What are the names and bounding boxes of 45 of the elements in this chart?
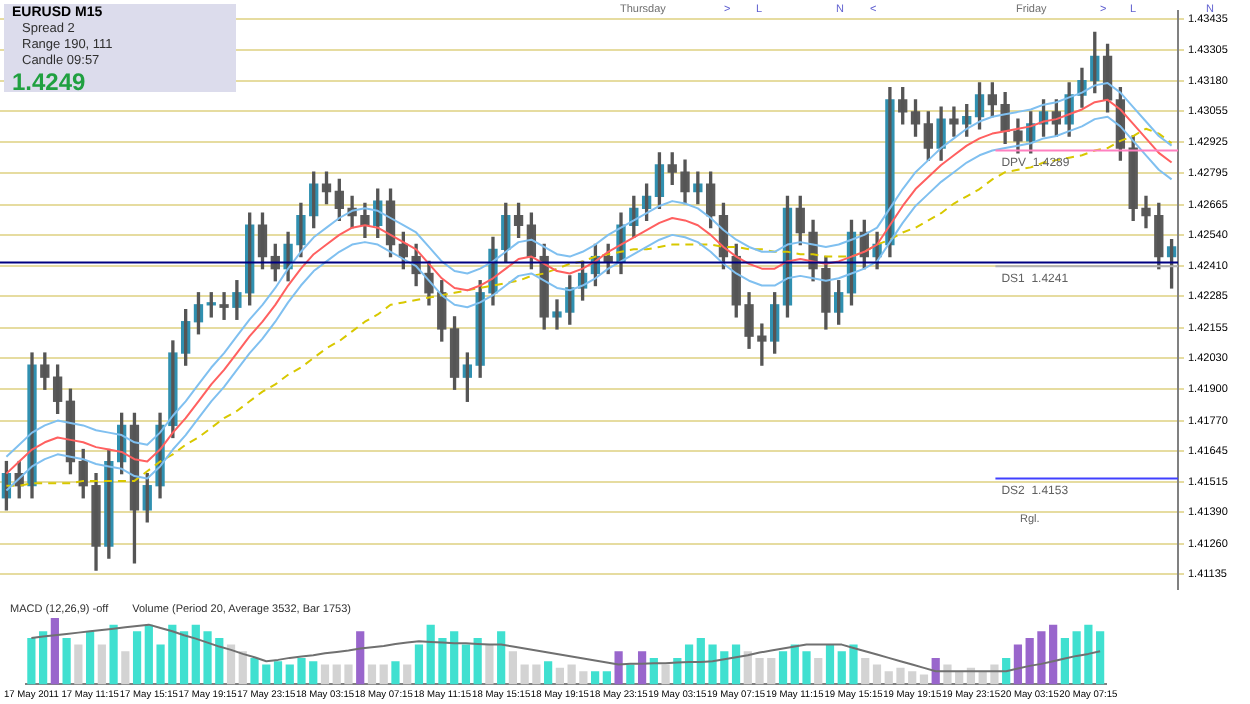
bar [179,631,189,685]
bar [414,644,424,685]
bar [85,631,95,685]
bar [814,657,823,685]
annotation: 1.4249 [12,68,88,96]
bar [391,661,400,685]
bar [508,651,518,685]
bar [544,661,553,685]
bar [320,664,330,685]
bar [684,644,694,685]
bar [62,637,71,685]
bar [27,637,36,685]
bar [861,657,870,685]
bar [379,664,388,685]
bar [461,644,471,685]
bar [109,624,118,685]
bar [555,667,564,685]
bar [132,631,142,685]
bar [273,661,283,685]
bar [226,644,236,685]
bar [591,671,600,685]
bar [661,664,670,685]
bar [872,664,882,685]
bar [1096,631,1105,685]
bar [602,671,611,685]
bar [473,637,482,685]
bar [121,651,130,685]
bar [1060,637,1070,685]
bar [39,631,48,685]
bar [50,618,59,685]
bar [778,651,788,685]
bar [74,644,83,685]
bar [238,651,247,685]
bar [731,644,741,685]
bar [497,631,506,685]
bar [97,644,106,685]
bar [626,664,635,685]
bar [356,631,365,685]
bar [485,644,494,685]
bar [637,651,647,685]
bar [403,664,412,685]
bar [367,664,377,685]
bar [825,644,835,685]
bar [614,651,623,685]
bar [1013,644,1023,685]
